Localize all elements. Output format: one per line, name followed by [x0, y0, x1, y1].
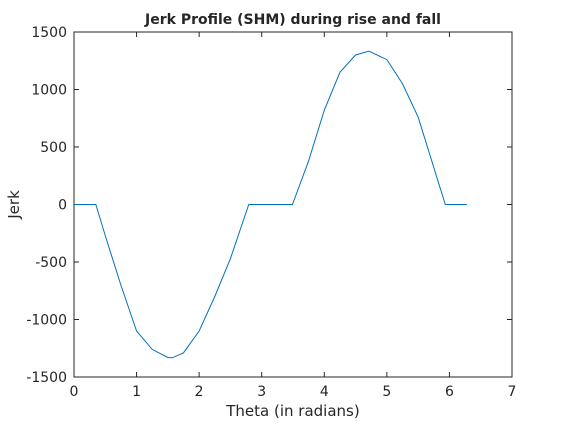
plot-area: [74, 32, 512, 377]
x-tick-label: 4: [320, 384, 329, 400]
x-tick-label: 7: [508, 384, 517, 400]
x-tick-label: 6: [445, 384, 454, 400]
y-tick-label: -1000: [26, 313, 67, 329]
x-tick-label: 5: [382, 384, 391, 400]
y-axis-label: Jerk: [5, 190, 23, 220]
axes-box: [73, 31, 513, 378]
x-tick-labels: 0 1 2 3 4 5 6 7: [70, 384, 517, 400]
y-tick-label: 1000: [31, 83, 67, 99]
x-tick-label: 1: [132, 384, 141, 400]
y-tick-label: 500: [40, 140, 67, 156]
y-tick-label: 0: [58, 198, 67, 214]
x-tick-label: 0: [70, 384, 79, 400]
y-tick-label: -1500: [26, 370, 67, 386]
x-axis-label: Theta (in radians): [225, 402, 359, 420]
y-tick-label: -500: [35, 255, 67, 271]
jerk-series-line: [74, 50, 468, 359]
x-tick-label: 3: [257, 384, 266, 400]
chart-title: Jerk Profile (SHM) during rise and fall: [144, 12, 441, 28]
x-tick-label: 2: [195, 384, 204, 400]
y-tick-label: 1500: [31, 25, 67, 41]
y-tick-labels: -1500 -1000 -500 0 500 1000 1500: [26, 25, 67, 386]
